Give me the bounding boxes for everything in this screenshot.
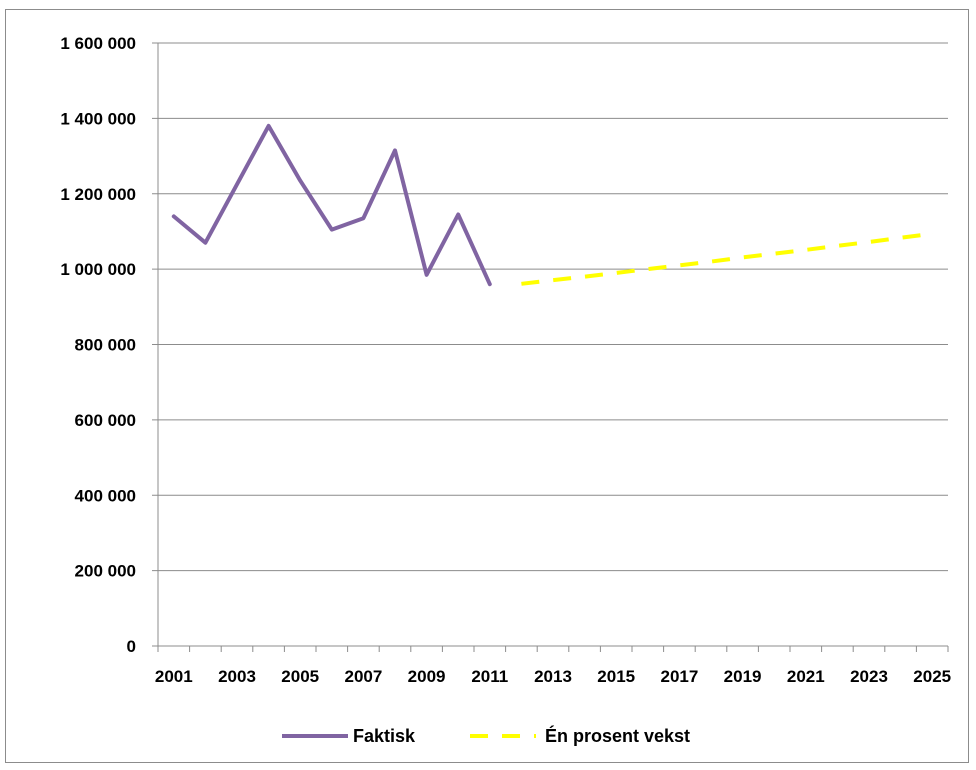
x-tick-label: 2007 [344,667,382,686]
y-tick-label: 400 000 [75,486,136,505]
y-tick-label: 0 [127,637,136,656]
x-tick-label: 2023 [850,667,888,686]
legend-label-en-prosent-vekst: Én prosent vekst [545,725,690,746]
x-tick-label: 2013 [534,667,572,686]
y-tick-label: 1 400 000 [60,109,136,128]
x-tick-label: 2005 [281,667,319,686]
series-line-faktisk [171,123,492,287]
x-tick-label: 2009 [408,667,446,686]
legend: Faktisk Én prosent vekst [282,725,690,746]
y-tick-label: 1 600 000 [60,34,136,53]
y-tick-label: 800 000 [75,336,136,355]
x-tick-label: 2019 [724,667,762,686]
x-tick-label: 2025 [913,667,951,686]
y-tick-label: 1 000 000 [60,260,136,279]
series-lines [171,123,933,287]
x-tick-label: 2003 [218,667,256,686]
gridlines [158,42,948,572]
x-axis-ticks: 2001 2003 2005 2007 2009 2011 2013 2015 2017 2019… [155,646,951,686]
y-tick-label: 600 000 [75,411,136,430]
x-tick-label: 2017 [660,667,698,686]
y-tick-label: 200 000 [75,562,136,581]
x-tick-label: 2021 [787,667,825,686]
x-tick-label: 2001 [155,667,193,686]
y-axis-ticks: 0 200 000 400 000 600 000 800 000 1 000 000 1 … [60,34,158,656]
series-line-en-prosent-vekst [521,231,933,286]
chart-frame [5,9,969,763]
legend-label-faktisk: Faktisk [353,726,416,746]
y-tick-label: 1 200 000 [60,185,136,204]
x-tick-label: 2015 [597,667,635,686]
x-tick-label: 2011 [471,667,508,686]
